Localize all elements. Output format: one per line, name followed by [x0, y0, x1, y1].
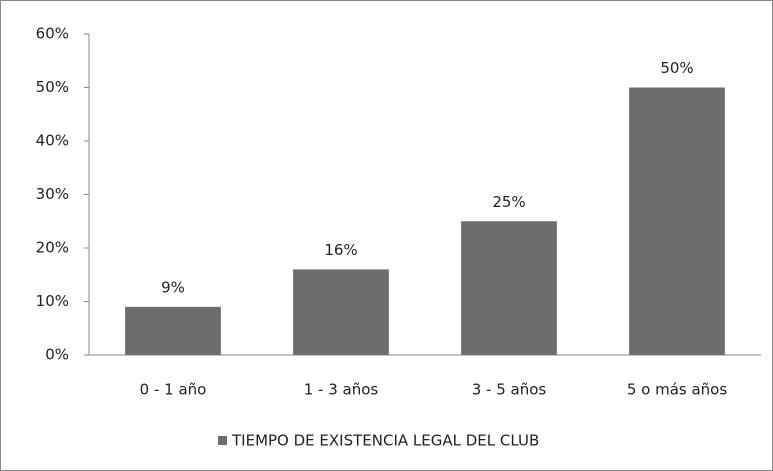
y-tick-label: 0% — [45, 346, 69, 364]
y-tick-label: 30% — [36, 185, 69, 203]
bar — [629, 87, 725, 355]
data-label: 9% — [161, 278, 185, 296]
data-label: 25% — [492, 193, 525, 211]
data-label: 50% — [660, 59, 693, 77]
y-tick-label: 20% — [36, 239, 69, 257]
legend-label: TIEMPO DE EXISTENCIA LEGAL DEL CLUB — [231, 432, 539, 450]
x-tick-label: 0 - 1 año — [140, 381, 207, 399]
data-label: 16% — [324, 241, 357, 259]
bar — [125, 306, 221, 355]
y-tick-label: 50% — [36, 78, 69, 96]
legend-swatch — [218, 436, 227, 445]
y-tick-label: 40% — [36, 132, 69, 150]
bar — [293, 269, 389, 355]
bar — [461, 221, 557, 355]
x-tick-label: 1 - 3 años — [304, 381, 379, 399]
y-tick-label: 60% — [36, 25, 69, 43]
y-tick-label: 10% — [36, 292, 69, 310]
x-tick-label: 5 o más años — [627, 381, 728, 399]
x-tick-label: 3 - 5 años — [472, 381, 547, 399]
